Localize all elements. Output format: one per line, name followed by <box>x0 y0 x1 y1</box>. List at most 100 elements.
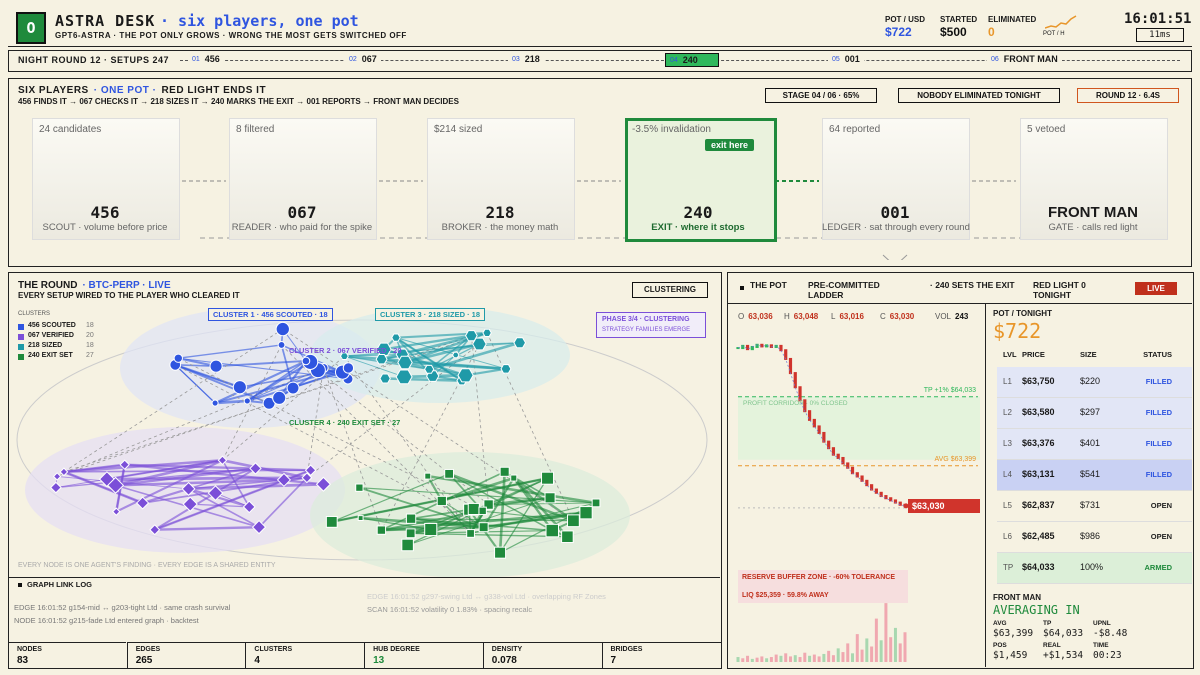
player-card <box>625 118 777 242</box>
graph-node <box>149 524 161 536</box>
ohlc-key: O <box>738 312 745 321</box>
graph-edge <box>115 459 223 487</box>
graph-node <box>276 472 292 488</box>
stat-label: POS <box>993 642 1007 649</box>
graph-node <box>376 525 387 535</box>
metric-label: HUB DEGREE <box>373 646 420 653</box>
legend-count: 18 <box>86 342 94 349</box>
graph-node <box>301 356 311 366</box>
ladder-row <box>997 398 1192 429</box>
graph-edge <box>115 459 223 513</box>
title: SIX PLAYERS <box>18 85 89 96</box>
step-num: 02 <box>349 55 357 63</box>
graph-node <box>424 472 432 480</box>
graph-edge <box>188 488 260 528</box>
header-divider <box>8 46 1192 47</box>
graph-edge <box>115 467 256 487</box>
phase-box: PHASE 3/4 · CLUSTERING STRATEGY FAMILIES … <box>596 312 706 338</box>
legend-count: 18 <box>86 322 94 329</box>
graph-node <box>315 476 332 492</box>
log-title: GRAPH LINK LOG <box>27 580 92 589</box>
price: $63,580 <box>1022 407 1055 417</box>
candle <box>817 425 821 434</box>
price: $63,376 <box>1022 438 1055 448</box>
cluster-label: CLUSTER 2 · 067 VERIFIED · 20 <box>289 346 402 355</box>
live-badge: LIVE <box>1135 282 1177 295</box>
column-header: LVL <box>1003 350 1017 359</box>
candle <box>870 484 874 491</box>
candle <box>860 475 864 482</box>
strip-label: NIGHT ROUND 12 · SETUPS 247 <box>18 55 170 65</box>
level: L5 <box>1003 501 1012 510</box>
status: OPEN <box>1150 532 1172 541</box>
graph-node <box>457 368 474 383</box>
graph-node <box>444 468 454 479</box>
price-chart <box>736 343 980 662</box>
volume-bar <box>879 640 883 662</box>
card-stat: 64 reported <box>829 124 881 135</box>
graph-node <box>119 459 130 470</box>
volume-bar <box>769 657 773 662</box>
volume-bar <box>893 627 897 662</box>
candle <box>846 462 850 469</box>
stat-value: $1,459 <box>993 650 1028 661</box>
candle <box>898 501 902 506</box>
card-role: LEDGER · sat through every round <box>822 222 970 233</box>
graph-node <box>275 321 290 337</box>
round-subtitle: EVERY SETUP WIRED TO THE PLAYER WHO CLEA… <box>18 291 240 300</box>
candle <box>741 344 745 350</box>
graph-node <box>405 513 417 524</box>
graph-node <box>243 397 251 405</box>
status: FILLED <box>1145 439 1172 448</box>
status: ARMED <box>1144 563 1173 572</box>
graph-node <box>467 502 480 515</box>
graph-edge <box>63 458 223 474</box>
clock: 16:01:51 <box>1124 11 1192 27</box>
size: $297 <box>1080 407 1101 417</box>
graph-node <box>173 353 183 363</box>
volume-bar <box>779 655 783 662</box>
price: $64,033 <box>1022 562 1055 572</box>
graph-node <box>376 342 392 356</box>
metric-cell <box>482 642 602 668</box>
step-name: 001 <box>844 54 860 64</box>
players-title: SIX PLAYERS · ONE POT · RED LIGHT ENDS IT <box>18 85 266 96</box>
pot-panel <box>727 272 1194 669</box>
legend-swatch <box>18 344 24 350</box>
candle <box>879 491 883 498</box>
graph-node <box>579 506 593 520</box>
agent-state: AVERAGING IN <box>993 603 1080 617</box>
bridge-edge <box>178 357 483 512</box>
metric-label: CLUSTERS <box>254 646 293 653</box>
candle <box>803 399 807 413</box>
graph-edge <box>188 487 250 508</box>
graph-node <box>424 522 438 537</box>
ohlc-key: L <box>831 312 836 321</box>
mode-badge: CLUSTERING <box>632 282 708 298</box>
round-strip <box>8 50 1192 72</box>
graph-node <box>52 472 62 481</box>
price-line <box>737 344 906 507</box>
players-figures: 456067218240001 <box>95 124 1162 260</box>
metric-value: 13 <box>373 655 385 666</box>
ladder-row <box>997 367 1192 398</box>
graph-edge <box>395 337 507 370</box>
phase: PHASE 3/4 · CLUSTERING <box>602 316 690 323</box>
player-card <box>822 118 970 240</box>
strip-step: 04 240 <box>665 53 719 67</box>
graph-edge <box>154 525 260 531</box>
volume-bar <box>827 650 831 662</box>
candle <box>774 344 778 348</box>
bridge-edge <box>175 364 484 528</box>
graph-node <box>436 495 447 507</box>
player-id: 218 <box>485 203 515 222</box>
pot-header-part: · 240 SETS THE EXIT <box>930 280 1015 290</box>
level-label: TP +1% $64,033 <box>923 386 976 394</box>
card-stat: $214 sized <box>434 124 483 135</box>
footnote: EVERY NODE IS ONE AGENT'S FINDING · EVER… <box>18 562 276 569</box>
candle <box>884 495 888 500</box>
graph-node <box>209 359 223 373</box>
corridor-label: PROFIT CORRIDOR · 0% CLOSED <box>743 399 848 407</box>
stat-value: $500 <box>940 25 967 39</box>
